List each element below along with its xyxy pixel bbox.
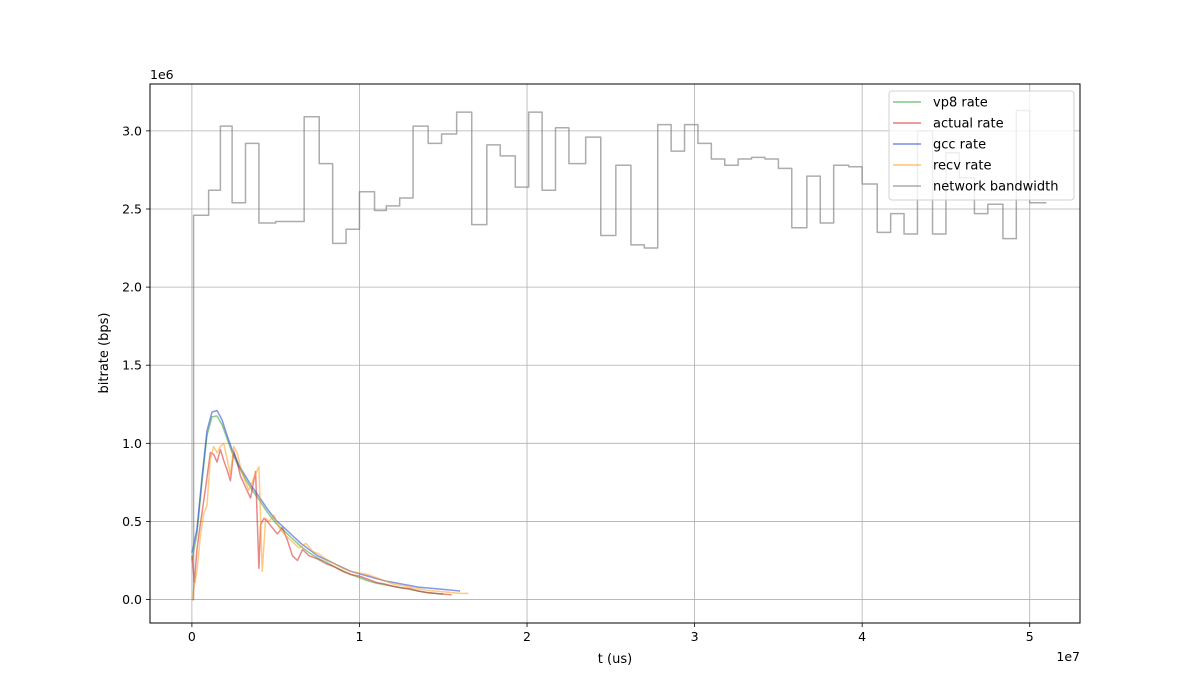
legend-box xyxy=(888,90,1075,201)
y-tick-label: 2.0 xyxy=(122,280,142,295)
x-axis-label: t (us) xyxy=(598,652,632,667)
legend-label: gcc rate xyxy=(933,138,986,153)
y-offset-label: 1e6 xyxy=(150,67,174,82)
x-tick-label: 0 xyxy=(188,629,196,644)
legend-label: vp8 rate xyxy=(933,96,988,111)
y-axis-label: bitrate (bps) xyxy=(97,313,112,394)
y-tick-label: 3.0 xyxy=(122,123,142,138)
x-tick-label: 1 xyxy=(355,629,363,644)
y-axis: 0.0 0.5 1.0 1.5 2.0 2.5 3.0 xyxy=(122,123,150,607)
legend-label: recv rate xyxy=(933,159,991,174)
legend-label: network bandwidth xyxy=(933,180,1058,195)
recv-rate-line xyxy=(191,442,469,600)
gcc-rate-line xyxy=(191,409,461,592)
y-tick-label: 0.0 xyxy=(122,592,142,607)
x-tick-label: 4 xyxy=(858,629,866,644)
x-tick-label: 5 xyxy=(1026,629,1034,644)
network-bandwidth-line xyxy=(191,109,1047,601)
x-tick-label: 3 xyxy=(691,629,699,644)
y-tick-label: 0.5 xyxy=(122,514,142,529)
x-tick-label: 2 xyxy=(523,629,531,644)
legend-label: actual rate xyxy=(933,117,1004,132)
x-axis: 0 1 2 3 4 5 xyxy=(188,623,1034,644)
x-offset-label: 1e7 xyxy=(1056,649,1080,664)
grid xyxy=(150,84,1080,623)
legend: vp8 rate actual rate gcc rate recv rate netw… xyxy=(888,90,1075,201)
y-tick-label: 1.5 xyxy=(122,358,142,373)
actual-rate-line xyxy=(191,448,452,596)
plot-area xyxy=(191,109,1047,601)
y-tick-label: 2.5 xyxy=(122,201,142,216)
y-tick-label: 1.0 xyxy=(122,436,142,451)
plot-frame xyxy=(149,83,1081,624)
